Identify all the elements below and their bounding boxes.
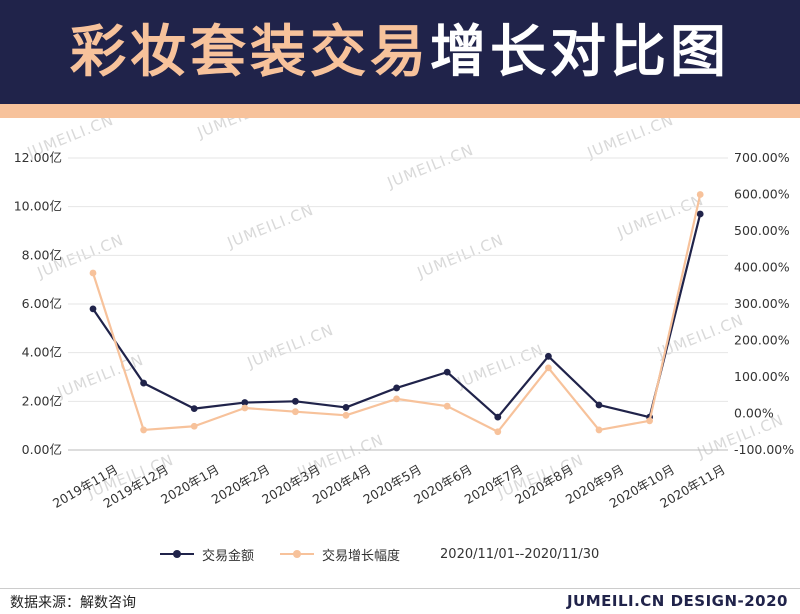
y-left-tick-label: 2.00亿 <box>22 393 62 408</box>
data-point-amount <box>494 413 502 421</box>
watermark-text: JUMEILI.CN <box>244 321 337 372</box>
data-point-amount <box>545 352 552 360</box>
y-right-tick-label: 300.00% <box>734 296 790 311</box>
y-right-tick-label: 100.00% <box>734 369 790 384</box>
dual-axis-line-chart: JUMEILI.CN JUMEILI.CN JUMEILI.CN JUMEILI.CN… <box>14 118 795 511</box>
data-point-amount <box>241 399 249 406</box>
data-point-growth <box>292 408 299 416</box>
watermark-text: JUMEILI.CN <box>224 201 317 252</box>
data-point-growth <box>494 428 502 436</box>
data-point-amount <box>342 404 350 411</box>
title-part-accent: 彩妆套装交易 <box>70 20 430 85</box>
page-title: 彩妆套装交易增长对比图 <box>0 18 800 88</box>
data-point-growth <box>696 191 704 198</box>
y-right-tick-label: 600.00% <box>734 187 790 202</box>
y-right-tick-label: 400.00% <box>734 260 790 275</box>
data-point-growth <box>393 395 400 403</box>
y-left-tick-label: 10.00亿 <box>14 199 62 214</box>
data-point-growth <box>190 422 198 430</box>
accent-stripe <box>0 104 800 118</box>
y-right-tick-label: 700.00% <box>734 150 790 165</box>
data-point-growth <box>646 417 653 425</box>
title-part-white: 增长对比图 <box>430 20 730 85</box>
data-point-growth <box>241 404 249 412</box>
data-point-amount <box>140 379 148 387</box>
data-point-amount <box>696 210 704 218</box>
data-point-growth <box>443 402 451 410</box>
y-left-tick-label: 12.00亿 <box>14 150 62 165</box>
data-point-amount <box>595 401 603 409</box>
data-point-amount <box>292 397 299 405</box>
legend-label-growth: 交易增长幅度 <box>322 548 401 564</box>
y-right-tick-label: -100.00% <box>734 442 794 457</box>
footer-brand: JUMEILI.CN DESIGN-2020 <box>566 592 788 610</box>
data-point-growth <box>89 269 97 277</box>
data-point-amount <box>443 368 451 376</box>
legend-swatch-amount <box>160 547 194 561</box>
data-point-growth <box>545 364 552 372</box>
watermark-text: JUMEILI.CN <box>454 341 547 392</box>
watermark-text: JUMEILI.CN <box>614 191 707 242</box>
legend-swatch-growth <box>280 547 315 561</box>
y-left-tick-label: 6.00亿 <box>22 296 62 311</box>
header-banner: 彩妆套装交易增长对比图 <box>0 0 800 104</box>
data-point-growth <box>140 426 148 434</box>
y-left-tick-label: 4.00亿 <box>22 345 62 360</box>
legend-item-growth: 交易增长幅度 <box>280 545 400 564</box>
data-point-amount <box>190 405 198 413</box>
y-right-tick-label: 500.00% <box>734 223 790 238</box>
data-point-amount <box>393 384 400 392</box>
y-left-tick-label: 8.00亿 <box>22 247 62 262</box>
y-right-tick-label: 200.00% <box>734 333 790 348</box>
y-left-tick-label: 0.00亿 <box>22 442 62 457</box>
legend-label-amount: 交易金额 <box>202 548 255 564</box>
date-range: 2020/11/01--2020/11/30 <box>440 546 600 562</box>
data-source: 数据来源：解数咨询 <box>10 595 136 611</box>
data-point-amount <box>89 305 97 313</box>
data-point-growth <box>342 411 350 419</box>
legend-item-amount: 交易金额 <box>160 545 254 564</box>
chart-legend: 交易金额 交易增长幅度 2020/11/01--2020/11/30 <box>160 544 599 564</box>
watermark-text: JUMEILI.CN <box>194 118 287 142</box>
watermark-text: JUMEILI.CN <box>384 141 477 192</box>
watermark-text: JUMEILI.CN <box>414 231 507 282</box>
watermark-text: JUMEILI.CN <box>584 118 677 162</box>
data-point-growth <box>595 426 603 434</box>
footer-divider <box>0 588 800 589</box>
y-right-tick-label: 0.00% <box>734 406 774 421</box>
